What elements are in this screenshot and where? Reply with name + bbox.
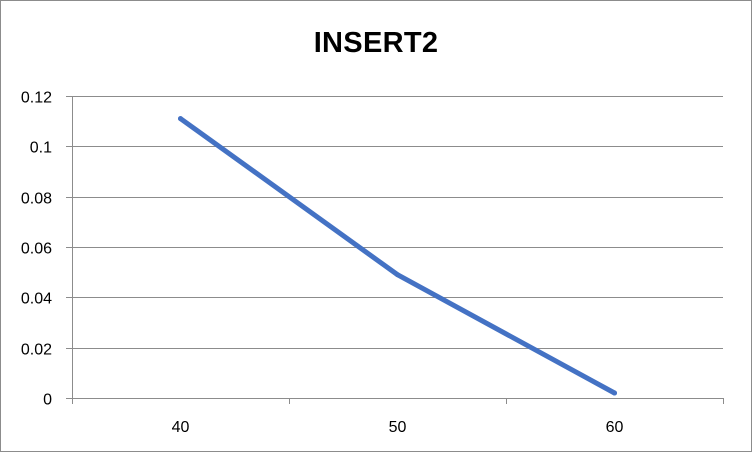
y-tick-label: 0.1: [30, 140, 52, 157]
y-tick-label: 0.06: [21, 241, 52, 258]
data-point: [395, 272, 400, 278]
series-layer: [178, 116, 617, 396]
data-point: [178, 116, 183, 122]
chart-title: INSERT2: [313, 27, 439, 59]
series-line: [178, 116, 617, 396]
x-tick-label: 40: [172, 419, 190, 436]
y-tick-label: 0.12: [21, 90, 52, 107]
y-tick-label: 0.08: [21, 191, 52, 208]
axes: [66, 96, 724, 404]
gridlines: [72, 96, 723, 349]
x-tick-label: 60: [606, 419, 624, 436]
data-point: [612, 390, 617, 396]
x-axis-tick-labels: 40 50 60: [172, 419, 624, 436]
y-tick-label: 0.02: [21, 342, 52, 359]
y-axis-tick-labels: 0 0.02 0.04 0.06 0.08 0.1 0.12: [21, 90, 52, 409]
y-tick-label: 0: [43, 392, 52, 409]
x-tick-label: 50: [389, 419, 407, 436]
y-tick-label: 0.04: [21, 291, 52, 308]
